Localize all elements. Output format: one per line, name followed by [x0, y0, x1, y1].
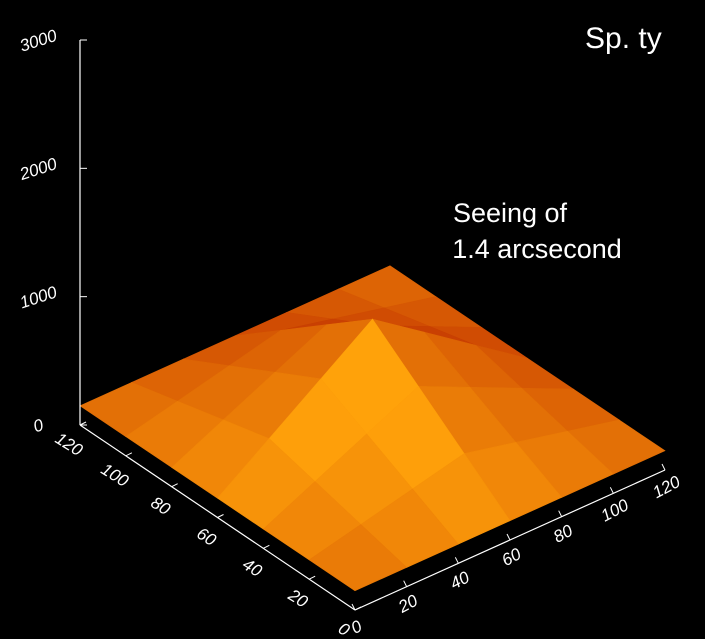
annotation: Seeing of — [453, 198, 568, 228]
chart: 0204060801001200204060801001200100020003… — [0, 0, 705, 639]
y-tick-label: 120 — [52, 429, 87, 460]
x-tick-label: 20 — [394, 591, 421, 617]
x-tick-label: 100 — [598, 495, 632, 525]
z-tick-label: 1000 — [17, 282, 59, 312]
z-tick-label: 2000 — [16, 154, 59, 184]
y-tick-label: 80 — [148, 493, 175, 519]
z-tick-label: 3000 — [17, 26, 59, 56]
y-tick-label: 60 — [193, 524, 220, 550]
x-tick-label: 60 — [499, 544, 525, 570]
x-tick — [610, 487, 613, 493]
x-tick — [507, 534, 510, 540]
x-tick-label: 120 — [649, 472, 683, 502]
y-tick — [126, 453, 132, 456]
y-tick — [355, 607, 361, 610]
x-tick — [662, 464, 665, 470]
x-tick-label: 80 — [550, 521, 576, 547]
x-tick-label: 40 — [447, 567, 473, 593]
y-tick — [172, 484, 178, 487]
chart-title: Sp. ty — [585, 22, 662, 55]
x-tick — [455, 557, 458, 563]
surface — [80, 266, 665, 591]
y-tick-label: 20 — [284, 585, 311, 612]
y-tick-label: 40 — [239, 555, 266, 581]
y-tick — [218, 515, 224, 518]
page: {"chart_data": { "type": "surface", "tit… — [0, 0, 705, 639]
x-tick — [404, 581, 407, 587]
z-tick-label: 0 — [31, 415, 46, 436]
y-tick — [263, 545, 269, 548]
y-tick-label: 0 — [335, 619, 354, 639]
y-tick — [309, 576, 315, 579]
annotation: 1.4 arcsecond — [452, 234, 622, 264]
y-tick-label: 100 — [98, 460, 133, 491]
x-tick — [559, 511, 562, 517]
